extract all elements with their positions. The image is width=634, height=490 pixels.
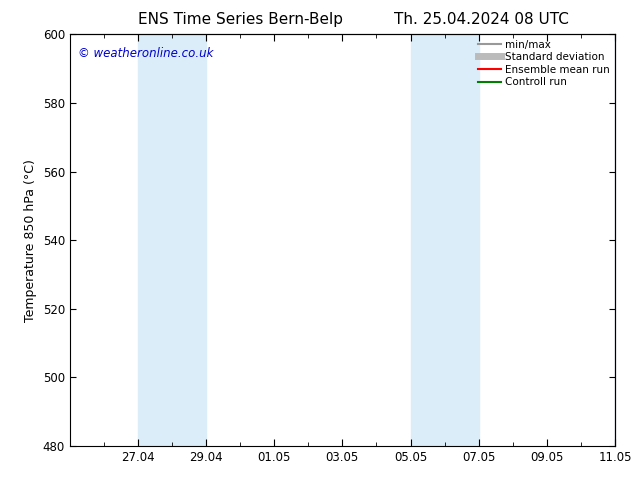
Text: © weatheronline.co.uk: © weatheronline.co.uk — [78, 47, 213, 60]
Bar — [411, 34, 479, 446]
Bar — [138, 34, 206, 446]
Legend: min/max, Standard deviation, Ensemble mean run, Controll run: min/max, Standard deviation, Ensemble me… — [476, 37, 612, 89]
Text: ENS Time Series Bern-Belp: ENS Time Series Bern-Belp — [138, 12, 344, 27]
Y-axis label: Temperature 850 hPa (°C): Temperature 850 hPa (°C) — [24, 159, 37, 321]
Text: Th. 25.04.2024 08 UTC: Th. 25.04.2024 08 UTC — [394, 12, 569, 27]
Bar — [615, 34, 634, 446]
